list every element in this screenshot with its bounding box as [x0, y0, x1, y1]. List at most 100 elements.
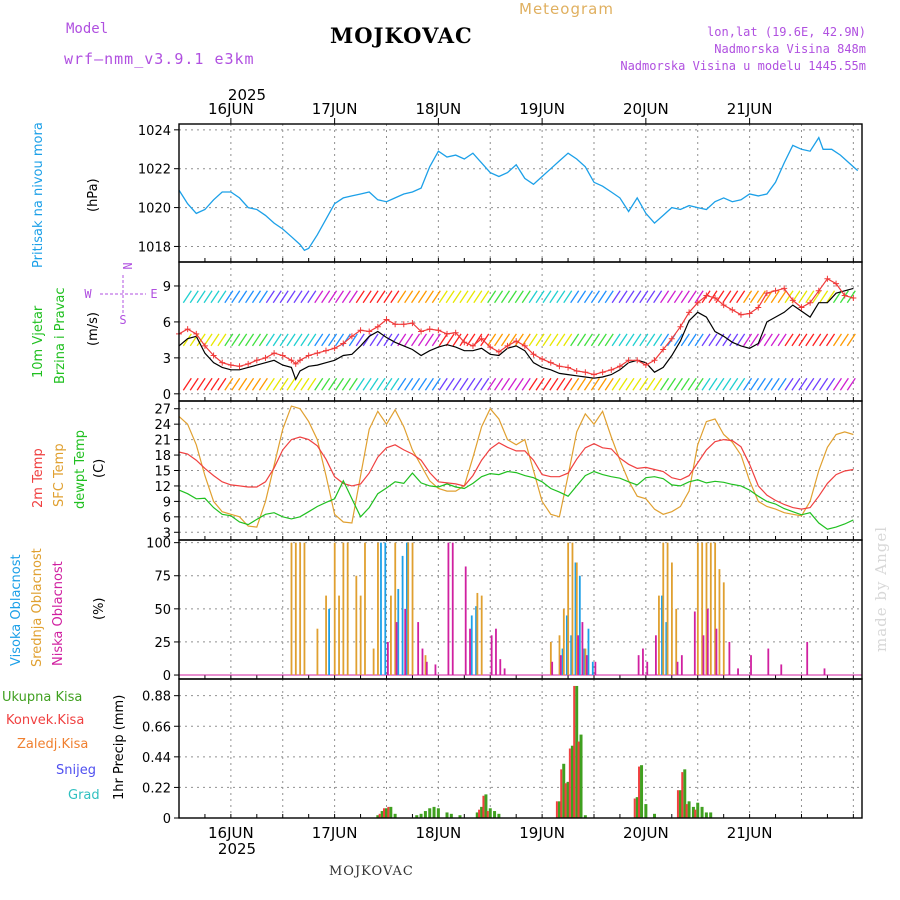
wind-barb	[798, 377, 808, 391]
wind-gust-point	[504, 342, 511, 349]
wind-barb	[535, 377, 545, 391]
wind-barb	[597, 333, 607, 347]
precip-total-bar	[562, 763, 566, 818]
wind-direction-barbs	[182, 290, 856, 391]
wind-barb	[500, 290, 511, 304]
pressure-ytick-label: 1018	[138, 240, 171, 255]
cloud-bar	[451, 542, 454, 676]
wind-barb	[487, 333, 497, 347]
cloud-bar	[397, 588, 400, 676]
wind-barb	[231, 290, 241, 304]
cloud-bar	[359, 595, 362, 676]
wind-barb	[473, 290, 483, 304]
wind-barb	[286, 377, 296, 391]
wind-gust-point	[210, 352, 217, 359]
cloud-bar	[577, 635, 579, 676]
wind-gust-point	[781, 285, 788, 292]
clouds-ytick-label: 50	[154, 603, 171, 618]
wind-barb	[362, 377, 372, 391]
cloud-bar	[665, 622, 668, 676]
wind-barb	[355, 290, 365, 304]
wind-barb	[321, 377, 331, 391]
precip-conv-bar	[568, 748, 571, 818]
cloud-bar	[325, 595, 327, 676]
cloud-bar	[551, 661, 554, 676]
wind-barb	[549, 333, 559, 347]
wind-gust-point	[435, 327, 442, 334]
wind-barb	[189, 333, 199, 347]
wind-barb	[307, 290, 317, 304]
cloud-bar	[718, 569, 721, 676]
wind-barb	[770, 377, 780, 391]
cloud-bar	[394, 542, 397, 676]
wind-barb	[431, 333, 441, 347]
wind-barb	[708, 333, 718, 347]
pressure-ytick-label: 1024	[138, 124, 171, 139]
wind-barb	[646, 333, 656, 347]
wind-barb	[265, 377, 275, 391]
cloud-bar	[558, 635, 561, 676]
wind-gust-point	[184, 326, 191, 333]
wind-barb	[618, 333, 628, 347]
wind-barb	[210, 333, 220, 347]
cloud-bar	[706, 608, 709, 676]
temperature-ytick-label: 27	[154, 403, 171, 418]
precip-total-bar	[644, 804, 648, 818]
wind-barb	[805, 333, 815, 347]
cloud-unit: (%)	[92, 598, 107, 621]
wind-barb	[563, 377, 573, 391]
wind-barb	[590, 333, 600, 347]
cloud-bar	[570, 635, 573, 676]
cloud-bar	[583, 648, 586, 676]
cloud-bar	[587, 628, 590, 676]
wind-barb	[369, 290, 379, 304]
wind-barb	[251, 290, 262, 304]
cloud-bar	[421, 648, 424, 676]
wind-barb	[846, 377, 856, 391]
cloud-bar	[662, 542, 665, 676]
wind-barb	[272, 333, 282, 347]
precip-total-bar	[458, 815, 462, 818]
wind-barb	[832, 377, 843, 391]
cloud-bar	[693, 611, 696, 676]
cloud-bar	[469, 628, 471, 676]
wind-gust-point	[409, 320, 416, 327]
panels: 1018102010221024036936912151821242702550…	[138, 123, 863, 827]
wind-gust-point	[590, 371, 597, 378]
snow-label: Snijeg	[56, 763, 96, 778]
wind-gust-point	[720, 302, 727, 309]
wind-barb	[383, 290, 393, 304]
precip-total-bar	[415, 815, 419, 818]
precip-total-bar	[557, 801, 561, 818]
wind-barb	[791, 377, 801, 391]
precip-total-bar	[579, 734, 583, 818]
wind-barb	[653, 290, 663, 304]
wind-barb	[494, 290, 504, 304]
wind-gust-point	[824, 275, 831, 282]
wind-barb	[383, 377, 393, 391]
wind-gust-point	[426, 326, 433, 333]
temperature-ytick-label: 18	[154, 449, 171, 464]
pressure-label: Pritisak na nivou mora	[31, 122, 46, 268]
precip-total-bar	[570, 745, 574, 818]
wind-gust-point	[686, 309, 693, 316]
wind-barb	[660, 333, 670, 347]
clouds-ytick-label: 25	[154, 636, 171, 651]
wind-barb	[625, 290, 635, 304]
sfctemp-label: SFC Temp	[52, 443, 67, 507]
wind-barb	[293, 377, 303, 391]
cloud-bar	[290, 542, 293, 676]
wind-barb	[279, 290, 289, 304]
wind-gust-point	[582, 369, 589, 376]
cloud-bar	[584, 648, 587, 676]
cloud-bar	[480, 595, 483, 676]
precip-conv-bar	[577, 741, 580, 818]
cloud-bar	[823, 668, 826, 676]
wind-gust-point	[366, 328, 373, 335]
precip-total-label: Ukupna Kisa	[2, 690, 82, 705]
wind-barb	[625, 377, 635, 391]
precip-ytick-label: 0.66	[142, 720, 171, 735]
wind-barb	[348, 290, 358, 304]
wind-barb	[687, 333, 697, 347]
wind-barb	[300, 290, 310, 304]
